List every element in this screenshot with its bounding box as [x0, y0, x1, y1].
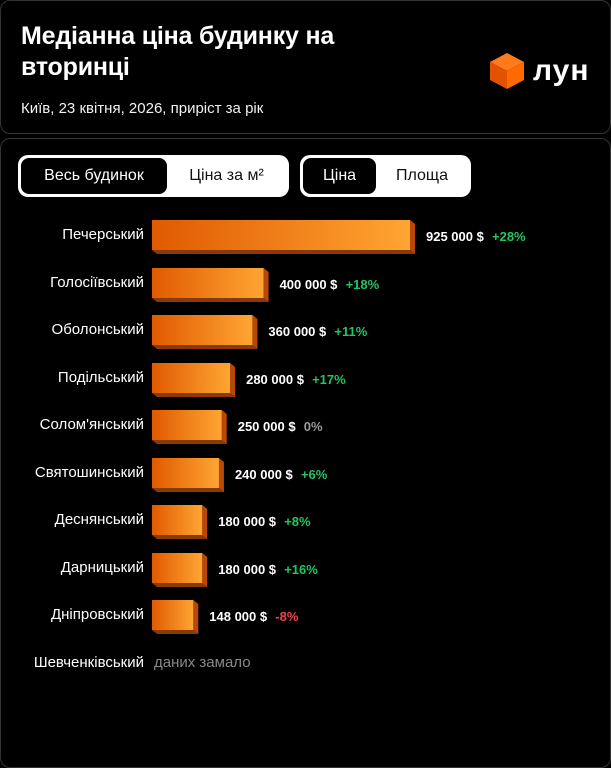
bar — [152, 410, 227, 444]
category-label: Дарницький — [60, 558, 144, 576]
bar — [152, 600, 199, 634]
tab-whole-house[interactable]: Весь будинок — [21, 158, 167, 194]
value-label: 280 000 $ — [246, 371, 304, 387]
value-label: 180 000 $ — [218, 514, 277, 529]
category-label: Подільський — [57, 368, 144, 386]
change-label: +16% — [284, 561, 318, 577]
category-label: Оболонський — [51, 321, 144, 338]
bar — [152, 315, 258, 349]
change-label: +18% — [345, 276, 380, 292]
category-label: Святошинський — [34, 463, 144, 481]
value-label: 400 000 $ — [279, 276, 338, 292]
metric-toggle: Ціна Площа — [300, 155, 471, 197]
category-label: Деснянський — [54, 511, 144, 528]
change-label: +11% — [334, 324, 368, 339]
value-label: 925 000 $ — [426, 229, 484, 244]
tab-price-per-m2[interactable]: Ціна за м² — [189, 167, 264, 184]
category-label: Голосіївський — [50, 273, 144, 291]
tab-area[interactable]: Площа — [396, 167, 448, 184]
category-label: Солом'янський — [39, 416, 144, 433]
header-card: Медіанна ціна будинку на вторинці Київ, … — [0, 0, 611, 134]
value-label: 240 000 $ — [234, 466, 293, 482]
bar — [152, 505, 208, 539]
value-label: 360 000 $ — [268, 324, 327, 339]
category-label: Печерський — [62, 226, 144, 243]
change-label: 0% — [303, 419, 323, 434]
category-label: Шевченківський — [33, 653, 144, 671]
change-label: +6% — [300, 466, 328, 482]
bar — [152, 552, 208, 587]
change-label: +28% — [492, 229, 526, 244]
page-title: Медіанна ціна будинку на вторинці — [21, 22, 335, 81]
value-label: 250 000 $ — [237, 419, 296, 434]
page-subtitle: Київ, 23 квітня, 2026, приріст за рік — [21, 100, 264, 117]
type-toggle: Весь будинок Ціна за м² — [18, 155, 289, 197]
bar — [152, 267, 269, 302]
change-label: +8% — [284, 514, 311, 529]
lun-logo[interactable]: лун — [489, 49, 599, 93]
bar — [152, 362, 236, 397]
tab-price[interactable]: Ціна — [303, 158, 376, 194]
logo-text: лун — [533, 54, 590, 87]
bar — [152, 457, 224, 492]
change-label: -8% — [275, 609, 299, 624]
cube-logo-icon — [490, 53, 524, 89]
value-label: 148 000 $ — [209, 609, 268, 624]
value-label: 180 000 $ — [218, 561, 277, 577]
no-data-label: даних замало — [154, 653, 251, 671]
change-label: +17% — [312, 371, 346, 387]
bar — [152, 220, 415, 254]
category-label: Дніпровський — [50, 606, 144, 623]
